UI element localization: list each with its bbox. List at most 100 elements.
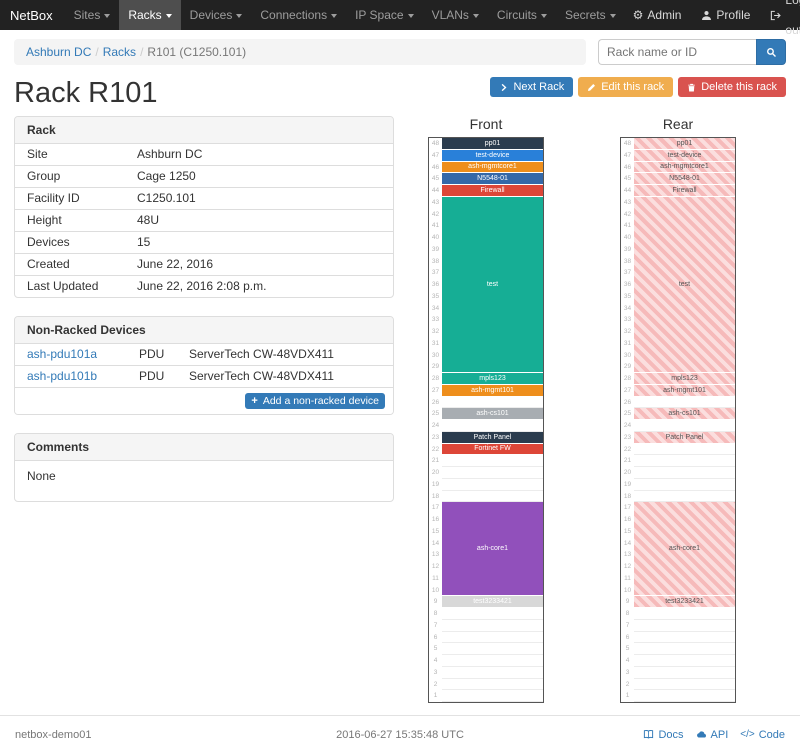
attr-value[interactable]: Ashburn DC <box>137 147 203 161</box>
user-icon <box>701 10 712 21</box>
front-device-n5548-01[interactable]: N5548-01 <box>442 173 543 185</box>
nav-item-racks[interactable]: Racks <box>119 0 181 30</box>
footer-links: Docs API </> Code <box>528 729 785 741</box>
code-icon: </> <box>740 728 755 740</box>
rear-device-firewall[interactable]: Firewall <box>634 185 735 197</box>
front-device-ash-mgmtcore1[interactable]: ash-mgmtcore1 <box>442 161 543 174</box>
front-device-ash-cs101[interactable]: ash-cs101 <box>442 408 543 420</box>
footer-link-docs[interactable]: Docs <box>643 729 684 741</box>
rear-device-ash-cs101[interactable]: ash-cs101 <box>634 408 735 420</box>
unit-number: 42 <box>623 210 632 218</box>
unit-number: 23 <box>431 433 440 441</box>
delete-rack-button[interactable]: Delete this rack <box>678 77 786 97</box>
brand-link[interactable]: NetBox <box>10 7 53 23</box>
nav-item-secrets[interactable]: Secrets <box>556 0 625 30</box>
rear-device-ash-core1[interactable]: ash-core1 <box>634 502 735 597</box>
next-rack-button[interactable]: Next Rack <box>490 77 574 97</box>
rear-device-test[interactable]: test <box>634 196 735 373</box>
unit-number: 2 <box>433 680 438 688</box>
unit-number: 31 <box>623 339 632 347</box>
footer-link-api[interactable]: API <box>696 729 728 741</box>
unit-number: 13 <box>623 551 632 559</box>
front-device-test3233421[interactable]: test3233421 <box>442 596 543 608</box>
unit-number: 9 <box>433 598 438 606</box>
chevron-down-icon <box>165 13 172 18</box>
log-out-button[interactable]: Log out <box>762 0 800 45</box>
unit-number: 39 <box>431 245 440 253</box>
book-icon <box>643 729 654 740</box>
unit-number: 23 <box>623 433 632 441</box>
navbar-menu: Sites Racks Devices Connections IP Space VLAN… <box>65 0 625 30</box>
rear-device-test-device[interactable]: test-device <box>634 149 735 162</box>
add-nonracked-device-button[interactable]: + Add a non-racked device <box>245 393 385 409</box>
rear-device-test3233421[interactable]: test3233421 <box>634 596 735 608</box>
unit-number: 34 <box>623 304 632 312</box>
profile-button[interactable]: Profile <box>693 0 758 45</box>
front-label: Front <box>469 116 503 132</box>
attr-value: June 22, 2016 2:08 p.m. <box>137 279 267 293</box>
empty-slot <box>634 655 735 667</box>
front-device-test[interactable]: test <box>442 196 543 373</box>
breadcrumb-separator: / <box>140 45 144 59</box>
nav-item-devices[interactable]: Devices <box>181 0 252 30</box>
empty-slot <box>634 397 735 409</box>
attr-label: Created <box>27 257 70 271</box>
rear-device-pp01[interactable]: pp01 <box>634 138 735 150</box>
unit-number: 16 <box>623 516 632 523</box>
rear-device-n5548-01[interactable]: N5548-01 <box>634 173 735 185</box>
front-device-pp01[interactable]: pp01 <box>442 138 543 150</box>
breadcrumb-item-racks[interactable]: Racks <box>102 45 137 59</box>
device-link[interactable]: ash-pdu101a <box>27 347 98 361</box>
nav-item-vlans[interactable]: VLANs <box>423 0 488 30</box>
pencil-icon <box>587 83 596 92</box>
unit-number: 7 <box>625 621 630 629</box>
rear-device-mpls123[interactable]: mpls123 <box>634 373 735 385</box>
device-link[interactable]: ash-pdu101b <box>27 369 98 383</box>
empty-slot <box>634 679 735 691</box>
unit-number: 15 <box>623 527 632 535</box>
nav-item-sites[interactable]: Sites <box>65 0 120 30</box>
unit-number: 7 <box>433 621 438 629</box>
front-device-firewall[interactable]: Firewall <box>442 185 543 197</box>
admin-button[interactable]: ⚙ Admin <box>632 8 682 22</box>
rear-device-ash-mgmtcore1[interactable]: ash-mgmtcore1 <box>634 161 735 174</box>
attr-label: Group <box>27 169 61 183</box>
attr-value[interactable]: Cage 1250 <box>137 169 196 183</box>
search-button[interactable] <box>756 39 786 65</box>
front-device-ash-mgmt101[interactable]: ash-mgmt101 <box>442 384 543 397</box>
unit-number: 12 <box>623 563 632 570</box>
front-device-mpls123[interactable]: mpls123 <box>442 373 543 385</box>
front-elevation: Front 48 47 46 45 44 43 42 41 40 39 38 37 36 35 34 33 32… <box>428 116 544 703</box>
unit-number: 43 <box>431 198 440 206</box>
front-device-test-device[interactable]: test-device <box>442 149 543 162</box>
breadcrumb-row: Ashburn DC / Racks / R101 (C1250.101) <box>14 39 786 65</box>
unit-number: 2 <box>625 680 630 688</box>
unit-number: 20 <box>431 469 440 476</box>
edit-rack-button[interactable]: Edit this rack <box>578 77 674 97</box>
attr-row-last-updated: Last Updated June 22, 2016 2:08 p.m. <box>15 275 393 297</box>
empty-slot <box>634 690 735 702</box>
rear-device-patch-panel[interactable]: Patch Panel <box>634 431 735 444</box>
unit-number: 26 <box>623 398 632 406</box>
empty-slot <box>634 479 735 491</box>
attr-row-height: Height 48U <box>15 209 393 231</box>
unit-number: 19 <box>623 480 632 488</box>
unit-number: 47 <box>623 151 632 159</box>
front-device-patch-panel[interactable]: Patch Panel <box>442 431 543 444</box>
empty-slot <box>442 679 543 691</box>
nav-item-connections[interactable]: Connections <box>251 0 346 30</box>
breadcrumb-item-ashburn-dc[interactable]: Ashburn DC <box>26 45 92 59</box>
unit-number: 22 <box>431 445 440 453</box>
search-input[interactable] <box>598 39 756 65</box>
nav-item-circuits[interactable]: Circuits <box>488 0 556 30</box>
comments-panel-title: Comments <box>15 434 393 461</box>
unit-number: 42 <box>431 210 440 218</box>
front-device-fortinet-fw[interactable]: Fortinet FW <box>442 443 543 456</box>
nav-item-ip-space[interactable]: IP Space <box>346 0 422 30</box>
footer-link-code[interactable]: </> Code <box>740 728 786 741</box>
attr-value[interactable]: 15 <box>137 235 151 249</box>
unit-number: 39 <box>623 245 632 253</box>
front-device-ash-core1[interactable]: ash-core1 <box>442 502 543 597</box>
footer-hostname: netbox-demo01 <box>15 728 92 741</box>
rear-device-ash-mgmt101[interactable]: ash-mgmt101 <box>634 384 735 397</box>
